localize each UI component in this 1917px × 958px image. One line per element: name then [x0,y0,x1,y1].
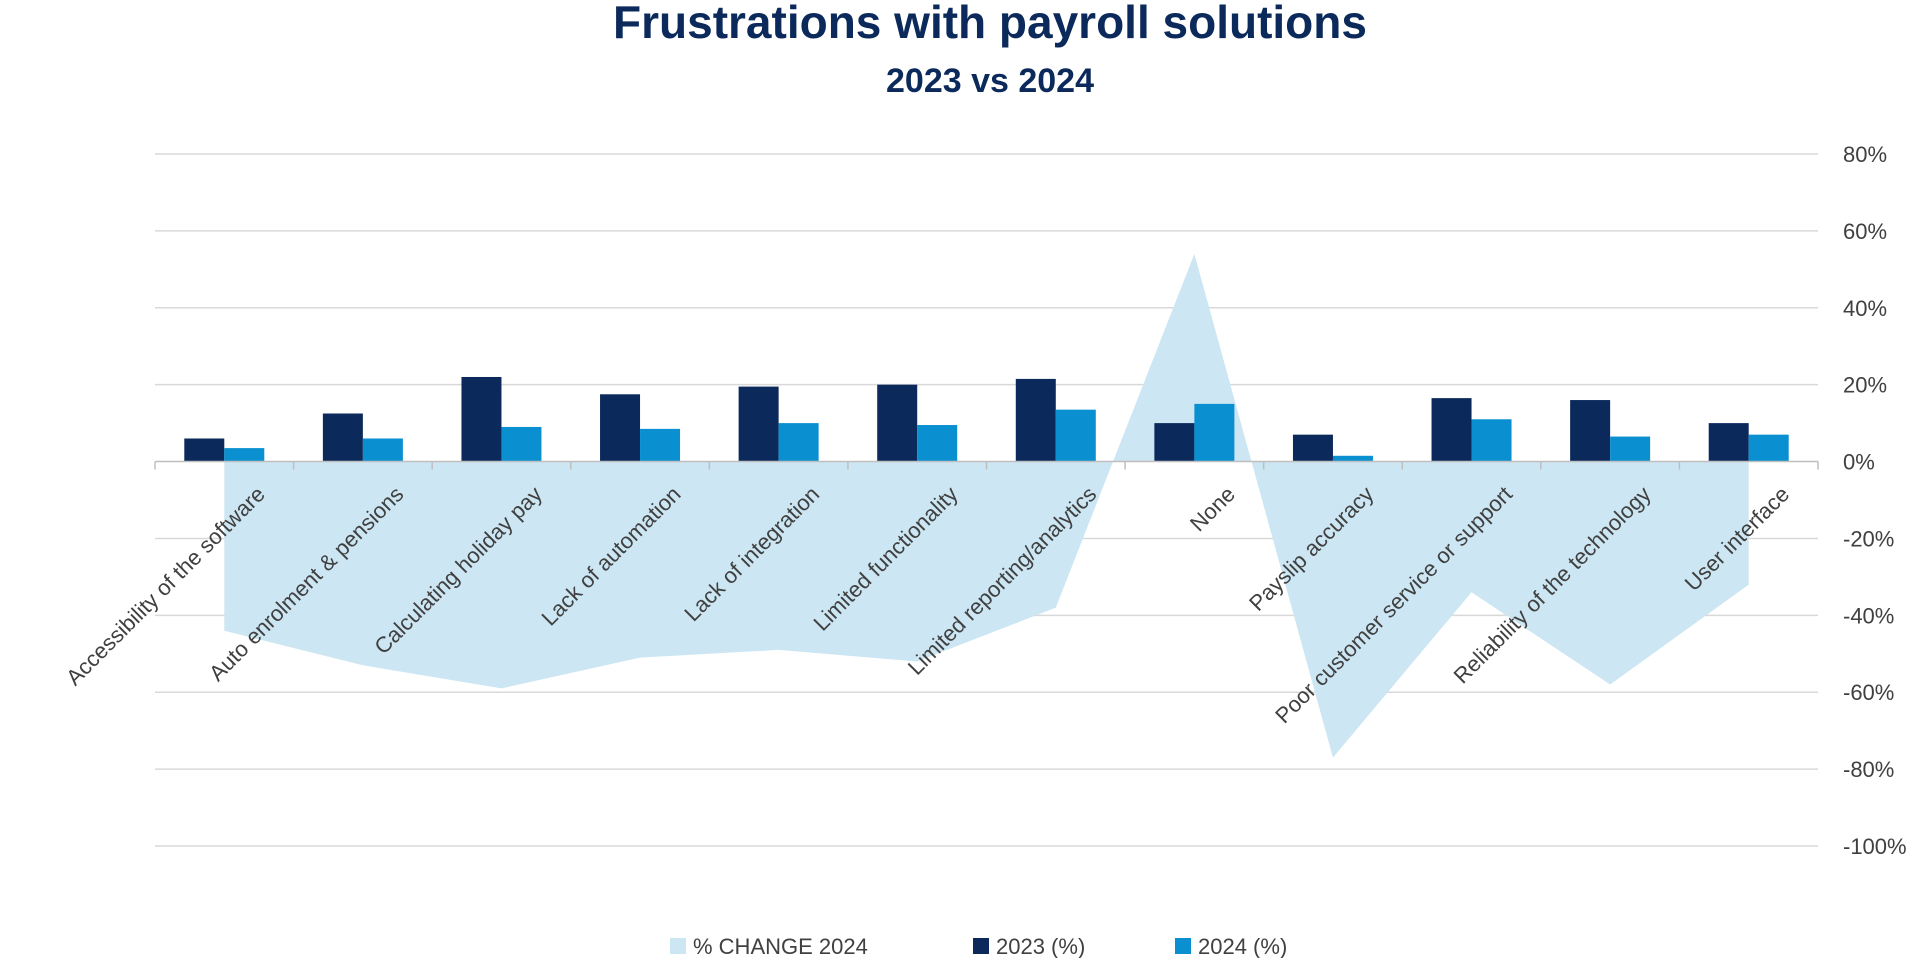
bar-2024 [1055,409,1096,462]
bar-2023 [738,386,779,462]
change-area [224,253,1749,758]
bar-2024 [1194,403,1235,462]
y-tick-label: -100% [1843,834,1907,859]
y-tick-label: -80% [1843,757,1894,782]
y-tick-label: -40% [1843,603,1894,628]
legend: % CHANGE 2024 2023 (%) 2024 (%) [670,934,1287,958]
chart-title: Frustrations with payroll solutions [613,0,1367,48]
bar-2023 [1154,423,1195,462]
bar-2024 [1332,455,1373,462]
y-tick-label: 80% [1843,142,1887,167]
axis-layer [154,460,1819,470]
bar-2024 [1610,436,1651,462]
chart-subtitle: 2023 vs 2024 [886,62,1094,100]
bar-2023 [1431,398,1472,462]
y-tick-label: -20% [1843,526,1894,551]
bar-2023 [322,413,363,462]
bar-2023 [1015,378,1056,462]
bar-2023 [877,384,918,462]
y-tick-label: 0% [1843,450,1875,475]
y-tick-label: 20% [1843,373,1887,398]
bar-2023 [1570,400,1611,462]
bar-2023 [600,394,641,462]
bar-2024 [362,438,403,462]
legend-swatch [670,938,686,954]
bar-2024 [778,423,819,462]
legend-swatch [1175,938,1191,954]
bar-2024 [501,426,542,462]
category-label: None [1185,481,1240,536]
bar-2024 [1748,434,1789,462]
legend-label: 2024 (%) [1198,934,1287,958]
y-tick-label: 40% [1843,296,1887,321]
legend-swatch [973,938,989,954]
y-tick-label: 60% [1843,219,1887,244]
bar-layer [184,376,1789,462]
legend-label: 2023 (%) [996,934,1085,958]
bar-2024 [224,448,265,462]
bar-2024 [640,428,681,462]
bar-2024 [1471,419,1512,462]
bar-2023 [184,438,225,462]
legend-label: % CHANGE 2024 [693,934,868,958]
y-axis-tick-labels: 80% 60% 40% 20% 0% -20% -40% -60% -80% -100% [1843,142,1907,859]
bar-2023 [461,376,502,462]
bar-2023 [1292,434,1333,462]
bar-2023 [1708,423,1749,462]
change-area-layer [224,253,1749,758]
y-tick-label: -60% [1843,680,1894,705]
bar-2024 [917,425,958,462]
